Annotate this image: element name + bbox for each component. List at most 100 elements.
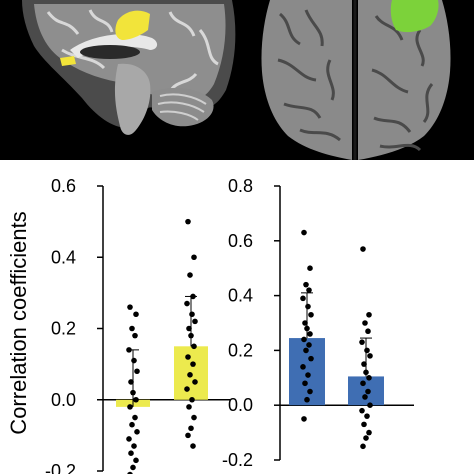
chart1-data-point bbox=[132, 414, 138, 421]
chart1-data-point bbox=[128, 379, 134, 385]
chart2-data-point bbox=[303, 347, 309, 354]
chart2-data-point bbox=[363, 369, 369, 376]
chart2-data-point bbox=[364, 347, 370, 354]
chart1-data-point bbox=[128, 450, 134, 456]
chart2-data-point bbox=[360, 443, 366, 450]
chart2-data-point bbox=[305, 372, 311, 378]
chart1-data-point bbox=[126, 436, 132, 442]
chart2-data-point bbox=[301, 336, 307, 343]
chart1-data-point bbox=[189, 311, 195, 318]
chart1-data-point bbox=[131, 357, 137, 364]
chart2-data-point bbox=[300, 364, 306, 370]
chart2-data-point bbox=[362, 320, 368, 326]
chart2-y-tick-label: -0.2 bbox=[222, 450, 253, 470]
chart2-data-point bbox=[365, 328, 371, 335]
chart2-data-point bbox=[306, 342, 312, 348]
brain-surface-render-image bbox=[261, 0, 451, 160]
chart1-data-point bbox=[191, 343, 197, 350]
sagittal-gyri bbox=[46, 9, 219, 93]
chart2-data-point bbox=[305, 303, 311, 310]
ventricle bbox=[80, 45, 140, 59]
chart2-data-point bbox=[366, 429, 372, 436]
chart1-data-point bbox=[130, 464, 136, 471]
chart2-data-point bbox=[360, 380, 366, 387]
chart1-y-tick-label: 0.6 bbox=[51, 176, 76, 196]
chart2-data-point bbox=[301, 229, 307, 236]
chart2-data-point bbox=[303, 281, 309, 288]
chart1-data-point bbox=[132, 332, 138, 339]
chart2-data-point bbox=[366, 375, 372, 381]
chart2-data-point bbox=[302, 380, 308, 387]
brain-images bbox=[22, 0, 451, 160]
chart2-data-point bbox=[308, 355, 314, 362]
chart2-data-point bbox=[367, 353, 373, 359]
surface-sulci bbox=[277, 9, 434, 152]
chart2-data-point bbox=[362, 394, 368, 400]
sagittal-highlight bbox=[115, 10, 150, 40]
chart1-data-point bbox=[185, 218, 191, 225]
chart1-data-point bbox=[188, 332, 194, 339]
chart2-data-point bbox=[301, 416, 307, 422]
chart1-data-point bbox=[190, 293, 196, 300]
brainstem bbox=[114, 63, 151, 135]
chart1-data-point bbox=[134, 429, 140, 435]
chart2-data-point bbox=[304, 396, 310, 403]
chart2-data-point bbox=[304, 325, 310, 332]
chart1-data-point bbox=[134, 368, 140, 375]
chart1-data-point bbox=[129, 421, 135, 428]
chart2-data-point bbox=[366, 311, 372, 318]
chart1-data-point bbox=[192, 318, 198, 325]
chart2-data-point bbox=[361, 361, 367, 367]
chart2-data-point bbox=[307, 331, 313, 337]
chart1-data-point bbox=[126, 347, 132, 353]
chart2-data-point bbox=[364, 413, 370, 419]
brain-images-panel bbox=[0, 0, 474, 160]
chart1-data-point bbox=[184, 386, 190, 392]
chart2-data-point bbox=[363, 435, 369, 441]
chart2-data-point bbox=[365, 388, 371, 395]
chart1-data-point bbox=[127, 404, 133, 410]
chart1-data-point bbox=[184, 300, 190, 307]
chart1-data-point bbox=[190, 361, 196, 367]
chart1-data-point bbox=[185, 354, 191, 360]
chart2-y-tick-label: 0.8 bbox=[228, 176, 253, 196]
chart1-data-point bbox=[133, 396, 139, 403]
chart1-data-point bbox=[129, 325, 135, 332]
chart1-data-point bbox=[187, 372, 193, 378]
chart1-data-point bbox=[186, 325, 192, 332]
chart1-data-point bbox=[131, 443, 137, 449]
chart2-y-tick-label: 0.6 bbox=[228, 231, 253, 251]
chart1-data-point bbox=[188, 425, 194, 432]
chart1-data-point bbox=[133, 457, 139, 464]
chart2-data-point bbox=[359, 339, 365, 345]
chart1-data-point bbox=[192, 379, 198, 385]
chart1-data-point bbox=[191, 254, 197, 261]
chart1-y-tick-label: -0.2 bbox=[45, 461, 76, 474]
chart1-data-point bbox=[185, 432, 191, 439]
sagittal-highlight-lower bbox=[60, 56, 76, 66]
y-axis-label: Correlation coefficients bbox=[6, 211, 31, 435]
chart2-data-point bbox=[359, 407, 365, 414]
bar-charts: -0.2 0.0 0.2 0.4 0.6 -0.2 0.0 0.2 0.4 0.6 0.8 bbox=[45, 176, 414, 474]
cerebellum bbox=[152, 87, 214, 127]
chart2-y-tick-label: 0.2 bbox=[228, 340, 253, 360]
chart2-data-point bbox=[306, 287, 312, 293]
chart1-data-point bbox=[186, 404, 192, 410]
chart1-data-point bbox=[130, 389, 136, 396]
chart2-data-point bbox=[360, 246, 366, 252]
cerebellum-folia bbox=[157, 93, 207, 121]
chart2-data-point bbox=[367, 402, 373, 408]
brain-sagittal-slice-image bbox=[22, 0, 236, 135]
chart1-data-point bbox=[189, 396, 195, 403]
chart2-data-point bbox=[300, 295, 306, 302]
chart1-data-point bbox=[127, 471, 133, 474]
chart2-y-tick-label: 0.0 bbox=[228, 395, 253, 415]
chart1-data-point bbox=[191, 414, 197, 421]
chart1-y-tick-label: 0.2 bbox=[51, 319, 76, 339]
chart1-y-tick-label: 0.4 bbox=[51, 247, 76, 267]
chart2-data-point bbox=[361, 421, 367, 428]
charts-area: Correlation coefficients -0.2 0.0 0.2 0.4 0.… bbox=[0, 160, 474, 474]
surface-left-hemisphere bbox=[261, 0, 352, 160]
chart1-data-point bbox=[187, 272, 193, 278]
chart1-y-tick-label: 0.0 bbox=[51, 390, 76, 410]
